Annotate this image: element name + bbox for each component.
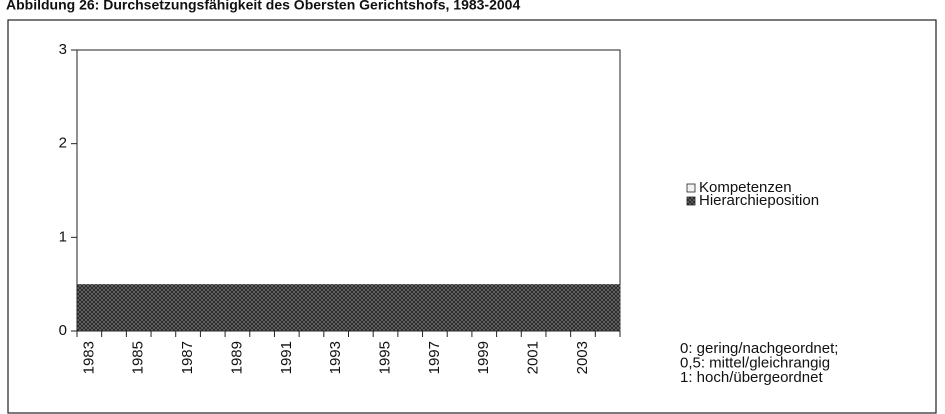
bar [274,284,300,331]
x-tick-label: 1991 [278,341,295,374]
bar [77,284,102,331]
bar [225,284,251,331]
x-tick-label: 1995 [376,341,393,374]
bar [348,284,374,331]
bar [200,284,226,331]
bar [496,284,522,331]
bar [101,284,127,331]
bar [397,284,423,331]
bar [175,284,201,331]
x-tick-label: 1987 [179,341,196,374]
bar [323,284,349,331]
bar [299,284,325,331]
y-tick-label: 1 [59,228,67,245]
x-tick-label: 1993 [327,341,344,374]
bar [126,284,152,331]
x-tick-label: 2003 [574,341,591,374]
bar [595,284,621,331]
chart-title: Abbildung 26: Durchsetzungsfähigkeit des… [6,0,520,13]
bar [570,284,596,331]
legend-swatch [686,196,696,206]
bar [249,284,275,331]
y-tick-label: 3 [59,41,67,58]
bar [521,284,547,331]
bar [545,284,571,331]
annotation: 1: hoch/übergeordnet [680,369,823,386]
bar [373,284,399,331]
annotation: 0: gering/nachgeordnet; [680,340,838,357]
x-tick-label: 1985 [130,341,147,374]
chart-frame [7,19,937,414]
x-tick-label: 2001 [525,341,542,374]
bar [447,284,473,331]
x-tick-label: 1997 [426,341,443,374]
bar [151,284,177,331]
legend-swatch [686,183,696,193]
legend-label: Hierarchieposition [699,192,819,209]
x-tick-label: 1989 [228,341,245,374]
y-tick-label: 2 [59,135,67,152]
annotation: 0,5: mittel/gleichrangig [680,354,830,371]
y-tick-label: 0 [59,322,67,339]
bar [471,284,497,331]
x-tick-label: 1999 [475,341,492,374]
x-tick-label: 1983 [80,341,97,374]
bar [422,284,448,331]
legend-label: Kompetenzen [699,179,792,196]
